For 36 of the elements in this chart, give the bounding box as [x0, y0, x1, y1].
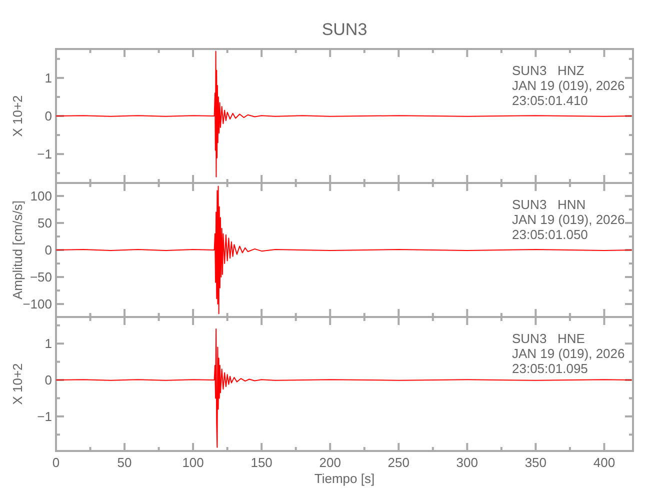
annotation: SUN3 HNE: [512, 331, 586, 346]
y-axis-title: Amplitud [cm/s/s]: [10, 200, 25, 300]
line-series: [56, 186, 632, 314]
annotation: JAN 19 (019), 2026: [512, 78, 625, 93]
line-series: [56, 50, 632, 178]
annotation: 23:05:01.095: [512, 361, 588, 376]
y-tick-label: 100: [30, 188, 52, 204]
y-tick-label: −50: [30, 270, 52, 285]
x-tick-label: 150: [250, 455, 272, 470]
annotation: SUN3 HNZ: [512, 63, 584, 78]
y-tick-label: 50: [38, 215, 52, 230]
x-tick-label: 300: [456, 455, 478, 470]
line-series: [56, 328, 632, 448]
annotation: 23:05:01.050: [512, 227, 588, 242]
x-tick-label: 350: [524, 455, 547, 470]
annotation: JAN 19 (019), 2026: [512, 346, 625, 361]
x-tick-label: 250: [388, 455, 410, 470]
annotation: JAN 19 (019), 2026: [512, 212, 625, 227]
x-tick-label: 100: [182, 455, 204, 470]
y-tick-label: −1: [37, 146, 52, 162]
annotation: 23:05:01.410: [512, 93, 588, 108]
annotation: SUN3 HNN: [512, 197, 586, 212]
y-tick-label: 1: [44, 70, 52, 86]
x-tick-label: 200: [319, 455, 341, 470]
chart-title: SUN3: [322, 20, 368, 39]
x-tick-label: 400: [593, 455, 616, 470]
y-tick-label: −1: [37, 408, 52, 424]
y-tick-label: 0: [44, 108, 52, 124]
x-tick-label: 50: [117, 455, 132, 470]
y-tick-label: 0: [44, 242, 52, 258]
y-tick-label: 0: [44, 372, 52, 388]
y-axis-title: X 10+2: [10, 95, 25, 137]
y-tick-label: −100: [22, 296, 52, 312]
x-axis-title: Tiempo [s]: [314, 471, 375, 486]
y-tick-label: 1: [44, 336, 52, 352]
y-axis-title: X 10+2: [10, 363, 25, 405]
